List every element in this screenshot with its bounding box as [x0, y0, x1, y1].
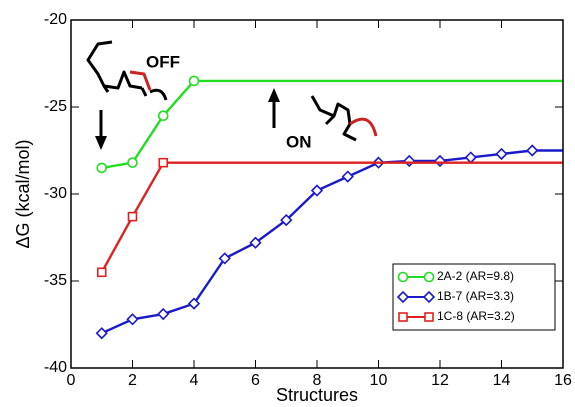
annotation: OFF	[146, 52, 180, 71]
marker	[158, 157, 169, 168]
y-tick-label: -30	[44, 185, 67, 202]
plot-frame	[70, 19, 564, 369]
legend: 2A-2 (AR=9.8) 1B-7 (AR=3.3) 1C-8 (AR=3.2)	[392, 263, 556, 331]
legend-label: 1C-8 (AR=3.2)	[437, 309, 515, 323]
icon-on	[310, 95, 378, 142]
marker	[96, 267, 107, 278]
marker	[95, 327, 108, 340]
icon-off	[86, 40, 168, 101]
marker	[188, 75, 200, 87]
x-tick-label: 6	[251, 372, 260, 389]
marker	[424, 312, 434, 322]
marker	[341, 170, 354, 183]
x-tick-label: 8	[313, 372, 322, 389]
marker	[157, 307, 170, 321]
marker	[218, 252, 231, 265]
y-tick-label: -20	[44, 11, 67, 28]
x-tick-label: 0	[67, 372, 76, 389]
series-line	[101, 80, 195, 170]
y-tick-label: -35	[44, 272, 67, 289]
legend-label: 2A-2 (AR=9.8)	[437, 269, 514, 283]
marker	[280, 213, 293, 227]
marker	[422, 290, 436, 304]
x-tick-label: 14	[493, 372, 511, 389]
marker	[249, 236, 262, 249]
x-tick-label: 10	[370, 372, 388, 389]
marker	[157, 110, 169, 121]
x-axis-label: Structures	[276, 385, 358, 405]
x-tick-label: 4	[190, 372, 199, 389]
marker	[526, 144, 539, 157]
marker	[127, 157, 138, 168]
marker	[126, 313, 139, 326]
y-tick-label: -25	[44, 98, 67, 115]
marker	[423, 271, 435, 283]
marker	[495, 147, 508, 161]
marker	[310, 184, 324, 197]
marker	[396, 290, 410, 304]
legend-label: 1B-7 (AR=3.3)	[437, 289, 514, 303]
marker	[398, 312, 408, 322]
marker	[464, 151, 477, 164]
annotation: ON	[286, 132, 312, 151]
arrow-up	[268, 88, 280, 128]
y-axis-label: ΔG (kcal/mol)	[13, 139, 33, 248]
x-tick-label: 12	[431, 372, 449, 389]
marker	[397, 271, 409, 283]
marker	[127, 211, 138, 222]
marker	[96, 162, 108, 174]
marker	[403, 154, 416, 168]
arrow-down	[95, 110, 107, 150]
x-tick-label: 16	[554, 372, 572, 389]
x-tick-label: 2	[128, 372, 137, 389]
marker	[187, 297, 201, 310]
y-tick-label: -40	[44, 359, 67, 376]
marker	[433, 154, 447, 168]
